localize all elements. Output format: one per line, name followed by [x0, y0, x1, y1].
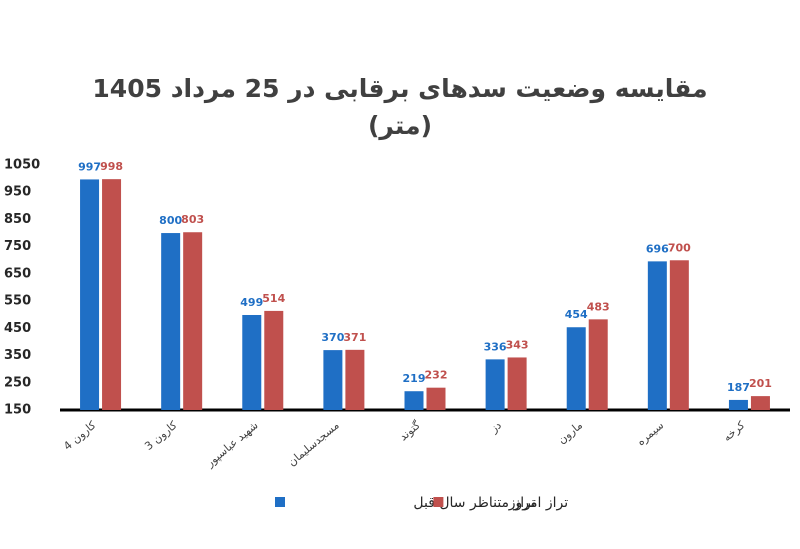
- value-label: 454: [565, 308, 588, 321]
- chart-subtitle: (متر): [368, 111, 432, 141]
- value-label: 696: [646, 242, 669, 255]
- value-label: 800: [159, 214, 182, 227]
- y-tick-label: 950: [4, 185, 31, 200]
- value-label: 997: [78, 160, 101, 173]
- bar: [161, 233, 181, 410]
- value-label: 370: [321, 331, 344, 344]
- bar: [264, 310, 284, 410]
- value-label: 700: [668, 241, 691, 254]
- y-tick-label: 250: [4, 375, 31, 390]
- bar: [728, 399, 748, 410]
- x-tick-label: مسجدسلیمان: [285, 419, 341, 469]
- y-tick-label: 150: [4, 403, 31, 418]
- y-tick-label: 650: [4, 266, 31, 281]
- value-label: 499: [240, 296, 263, 309]
- bar: [242, 314, 262, 410]
- x-tick-label: سیمره: [634, 419, 666, 449]
- value-label: 187: [727, 381, 750, 394]
- bar: [507, 357, 527, 410]
- x-tick-label: گتوند: [397, 418, 424, 443]
- bar: [426, 387, 446, 410]
- bar: [345, 349, 365, 410]
- legend-swatch: [275, 497, 285, 507]
- value-label: 483: [587, 300, 610, 313]
- bar: [183, 232, 203, 410]
- y-tick-label: 850: [4, 212, 31, 227]
- bar: [404, 391, 424, 410]
- value-label: 371: [343, 331, 366, 344]
- legend-label: تراز متناظر سال قبل: [413, 495, 535, 511]
- bar: [566, 327, 586, 410]
- bar: [80, 179, 100, 410]
- value-label: 219: [403, 372, 426, 385]
- bar: [750, 396, 770, 410]
- legend-label: تراز امروز: [508, 495, 568, 511]
- bar: [485, 359, 505, 410]
- y-tick-label: 450: [4, 321, 31, 336]
- value-label: 232: [425, 369, 448, 382]
- y-tick-label: 350: [4, 348, 31, 363]
- x-tick-label: شهید عباسپور: [203, 419, 261, 471]
- legend-swatch: [433, 497, 444, 507]
- x-tick-label: کارون 4: [61, 418, 99, 453]
- y-tick-label: 550: [4, 294, 31, 309]
- value-label: 336: [484, 340, 507, 353]
- value-label: 201: [749, 377, 772, 390]
- value-label: 803: [181, 213, 204, 226]
- x-tick-label: دز: [487, 419, 504, 436]
- bar: [588, 319, 608, 410]
- bar: [323, 350, 343, 410]
- value-label: 514: [262, 292, 285, 305]
- x-tick-label: مارون: [555, 419, 585, 447]
- bar: [647, 261, 667, 410]
- chart-title: مقایسه وضعیت سدهای برقابی در 25 مرداد 14…: [92, 74, 707, 104]
- value-label: 343: [506, 338, 529, 351]
- y-tick-label: 750: [4, 239, 31, 254]
- bar: [102, 179, 122, 410]
- y-tick-label: 1050: [4, 158, 40, 173]
- x-tick-label: کرخه: [721, 418, 748, 444]
- bar: [669, 260, 689, 410]
- x-tick-label: کارون 3: [142, 418, 180, 453]
- value-label: 998: [100, 160, 123, 173]
